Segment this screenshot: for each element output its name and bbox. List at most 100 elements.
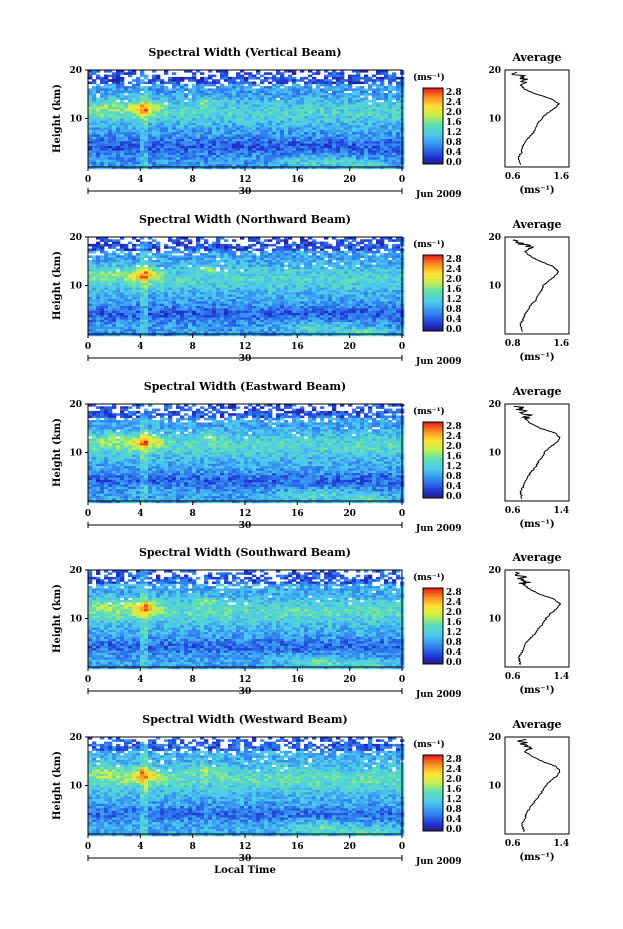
colorbar-unit: (ms⁻¹) xyxy=(413,739,445,750)
x-tick-label: 8 xyxy=(190,675,196,685)
panel-1: Spectral Width (Northward Beam) 20 10 Heigh… xyxy=(52,213,570,367)
y-axis-label: Height (km) xyxy=(52,584,63,653)
panel-title: Spectral Width (Eastward Beam) xyxy=(144,380,346,393)
colorbar-tick-label: 0.0 xyxy=(446,158,462,168)
x-tick-label: 16 xyxy=(291,509,304,519)
profile-x-tick-label: 1.4 xyxy=(553,672,569,682)
colorbar-unit: (ms⁻¹) xyxy=(413,239,445,250)
colorbar-tick-label: 2.0 xyxy=(446,775,462,785)
colorbar-frame xyxy=(422,587,444,665)
colorbar-unit: (ms⁻¹) xyxy=(413,572,445,583)
profile-y-tick-label: 20 xyxy=(488,66,501,76)
y-tick-label: 10 xyxy=(69,115,82,125)
date-month: Jun 2009 xyxy=(415,690,462,700)
colorbar xyxy=(422,254,444,332)
colorbar-frame xyxy=(422,87,444,165)
date-month: Jun 2009 xyxy=(415,524,462,534)
date-day: 30 xyxy=(239,354,252,364)
colorbar-tick-label: 1.6 xyxy=(446,618,462,628)
colorbar-tick-label: 0.4 xyxy=(446,315,462,325)
colorbar-frame xyxy=(422,421,444,499)
colorbar xyxy=(422,421,444,499)
x-tick-label: 4 xyxy=(137,675,143,685)
profile-x-tick-label: 0.8 xyxy=(505,339,521,349)
profile-frame xyxy=(504,236,570,335)
x-tick-label: 8 xyxy=(190,342,196,352)
profile-frame xyxy=(504,69,570,168)
profile-title: Average xyxy=(511,385,561,398)
x-tick-label: 8 xyxy=(190,175,196,185)
colorbar xyxy=(422,87,444,165)
profile-x-label: (ms⁻¹) xyxy=(519,852,554,863)
x-tick-label: 12 xyxy=(239,509,252,519)
y-tick-label: 10 xyxy=(69,615,82,625)
panel-title: Spectral Width (Northward Beam) xyxy=(139,213,351,226)
x-tick-label: 4 xyxy=(137,509,143,519)
date-day: 30 xyxy=(239,187,252,197)
panel-title: Spectral Width (Southward Beam) xyxy=(139,546,351,559)
colorbar-tick-label: 0.8 xyxy=(446,472,462,482)
colorbar-tick-label: 0.8 xyxy=(446,305,462,315)
date-day: 30 xyxy=(239,521,252,531)
colorbar-tick-label: 2.8 xyxy=(446,755,462,765)
colorbar-tick-label: 0.0 xyxy=(446,492,462,502)
colorbar-tick-label: 2.8 xyxy=(446,422,462,432)
x-tick-label: 0 xyxy=(85,342,91,352)
colorbar-tick-label: 2.4 xyxy=(446,265,462,275)
x-tick-label: 0 xyxy=(399,675,405,685)
y-axis-label: Height (km) xyxy=(52,251,63,320)
colorbar-tick-label: 1.6 xyxy=(446,285,462,295)
colorbar-tick-label: 1.2 xyxy=(446,462,462,472)
x-tick-label: 16 xyxy=(291,175,304,185)
colorbar-tick-label: 2.4 xyxy=(446,765,462,775)
colorbar-tick-label: 0.4 xyxy=(446,648,462,658)
panel-title: Spectral Width (Vertical Beam) xyxy=(148,46,341,59)
colorbar-unit: (ms⁻¹) xyxy=(413,72,445,83)
colorbar xyxy=(422,754,444,832)
colorbar-frame xyxy=(422,754,444,832)
colorbar xyxy=(422,587,444,665)
heatmap-cells xyxy=(88,570,405,670)
y-axis-label: Height (km) xyxy=(52,84,63,153)
profile-line xyxy=(514,571,562,666)
x-tick-label: 16 xyxy=(291,675,304,685)
x-tick-label: 12 xyxy=(239,675,252,685)
x-tick-label: 0 xyxy=(399,509,405,519)
x-tick-label: 8 xyxy=(190,509,196,519)
colorbar-tick-label: 0.0 xyxy=(446,825,462,835)
profile-y-tick-label: 10 xyxy=(488,282,501,292)
colorbar-tick-label: 0.0 xyxy=(446,658,462,668)
panel-0: Spectral Width (Vertical Beam) 20 10 Height… xyxy=(52,46,570,200)
colorbar-frame xyxy=(422,254,444,332)
colorbar-tick-label: 0.8 xyxy=(446,138,462,148)
colorbar-tick-label: 0.8 xyxy=(446,638,462,648)
profile-y-tick-label: 20 xyxy=(488,566,501,576)
profile-x-tick-label: 1.4 xyxy=(553,506,569,516)
profile-x-tick-label: 1.4 xyxy=(553,839,569,849)
colorbar-tick-label: 1.2 xyxy=(446,795,462,805)
x-tick-label: 0 xyxy=(399,175,405,185)
colorbar-tick-label: 1.6 xyxy=(446,118,462,128)
x-tick-label: 0 xyxy=(399,342,405,352)
profile-y-tick-label: 20 xyxy=(488,400,501,410)
heatmap-cells xyxy=(88,237,405,337)
profile-title: Average xyxy=(511,718,561,731)
x-tick-label: 12 xyxy=(239,342,252,352)
heatmap-cells xyxy=(88,737,405,837)
colorbar-tick-label: 2.4 xyxy=(446,432,462,442)
y-tick-label: 20 xyxy=(69,66,82,76)
profile-x-tick-label: 1.6 xyxy=(553,172,569,182)
x-tick-label: 4 xyxy=(137,842,143,852)
colorbar-tick-label: 2.4 xyxy=(446,598,462,608)
x-tick-label: 20 xyxy=(343,342,356,352)
profile-title: Average xyxy=(511,551,561,564)
heatmap-cells xyxy=(88,404,405,504)
x-tick-label: 8 xyxy=(190,842,196,852)
colorbar-tick-label: 2.0 xyxy=(446,275,462,285)
x-tick-label: 20 xyxy=(343,675,356,685)
colorbar-tick-label: 2.0 xyxy=(446,608,462,618)
x-axis-label: Local Time xyxy=(214,865,276,876)
x-tick-label: 12 xyxy=(239,175,252,185)
x-tick-label: 20 xyxy=(343,509,356,519)
